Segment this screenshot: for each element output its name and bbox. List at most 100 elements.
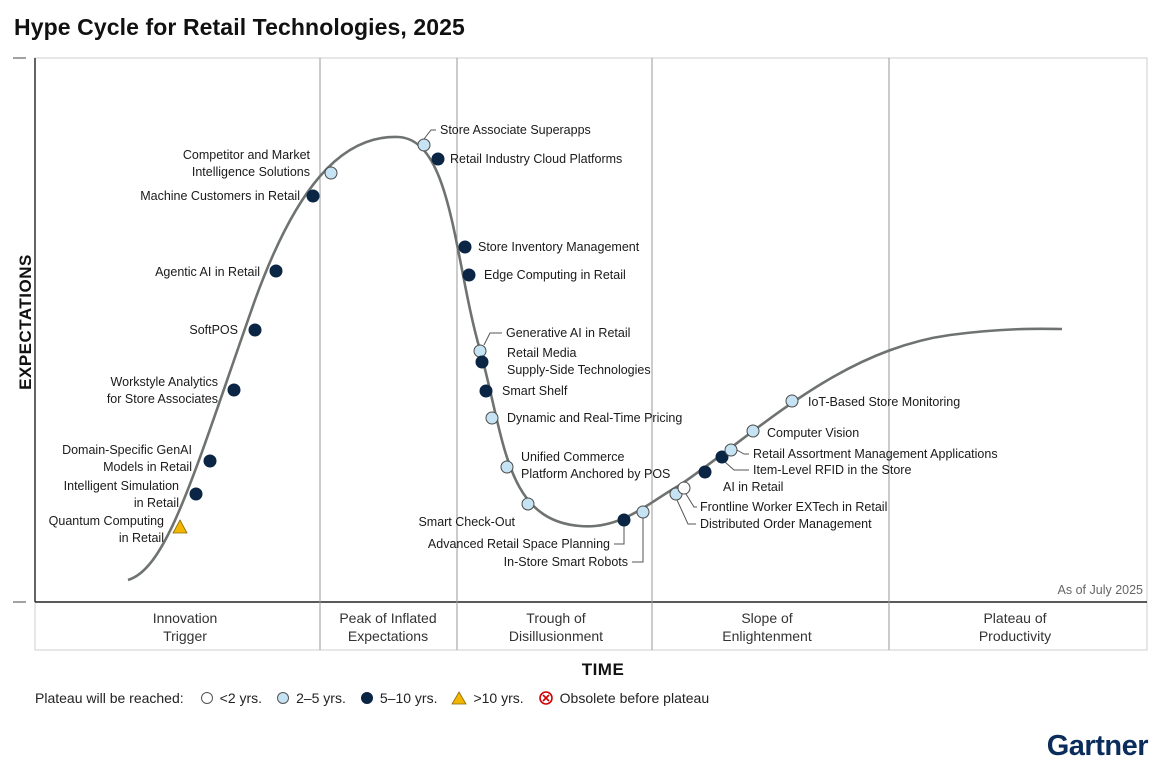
legend: Plateau will be reached: <2 yrs. 2–5 yrs…	[35, 690, 709, 706]
label-agentic-ai-in-retail: Agentic AI in Retail	[155, 265, 260, 279]
label-workstyle-analytics-for-store-associates: Workstyle Analytics	[111, 375, 218, 389]
marker-competitor-and-market-intelligence-solutions	[324, 166, 338, 180]
label-computer-vision: Computer Vision	[767, 426, 859, 440]
marker-unified-commerce-platform-anchored-by-pos	[500, 460, 514, 474]
legend-marker-5to10	[360, 692, 373, 704]
label-iot-based-store-monitoring: IoT-Based Store Monitoring	[808, 395, 960, 409]
label-unified-commerce-platform-anchored-by-pos: Unified Commerce	[521, 450, 625, 464]
marker-softpos	[248, 323, 262, 337]
marker-retail-media-supply-side-technologies	[475, 355, 489, 369]
legend-item-lt2: <2 yrs.	[200, 690, 262, 706]
marker-edge-computing-in-retail	[462, 268, 476, 282]
label-quantum-computing-in-retail: in Retail	[119, 531, 164, 545]
marker-generative-ai-in-retail	[473, 344, 487, 358]
label-smart-check-out: Smart Check-Out	[418, 515, 515, 529]
chart-title: Hype Cycle for Retail Technologies, 2025	[14, 14, 465, 40]
label-store-inventory-management: Store Inventory Management	[478, 240, 640, 254]
marker-store-inventory-management	[458, 240, 472, 254]
label-retail-industry-cloud-platforms: Retail Industry Cloud Platforms	[450, 152, 622, 166]
marker-advanced-retail-space-planning	[617, 513, 631, 527]
leader-line-generative-ai-in-retail	[483, 332, 502, 346]
phase-label: Trough of	[526, 610, 586, 626]
phase-label: Trigger	[163, 628, 207, 644]
marker-iot-based-store-monitoring	[785, 394, 799, 408]
label-intelligent-simulation-in-retail: in Retail	[134, 496, 179, 510]
hype-curve	[127, 135, 1063, 582]
x-axis-title: TIME	[582, 660, 625, 679]
legend-label-2to5: 2–5 yrs.	[296, 690, 346, 706]
legend-label-5to10: 5–10 yrs.	[379, 690, 438, 706]
phase-label: Peak of Inflated	[339, 610, 436, 626]
marker-retail-assortment-management-applications	[724, 443, 738, 457]
label-unified-commerce-platform-anchored-by-pos: Platform Anchored by POS	[521, 467, 670, 481]
marker-computer-vision	[746, 424, 760, 438]
label-smart-shelf: Smart Shelf	[502, 384, 568, 398]
legend-label-gt10: >10 yrs.	[473, 690, 524, 706]
legend-marker-2to5	[277, 692, 290, 704]
label-competitor-and-market-intelligence-solutions: Competitor and Market	[183, 148, 311, 162]
legend-title: Plateau will be reached:	[35, 690, 184, 706]
label-distributed-order-management: Distributed Order Management	[700, 517, 872, 531]
phase-label: Disillusionment	[509, 628, 603, 644]
legend-label-obsolete: Obsolete before plateau	[559, 690, 710, 706]
as-of-note: As of July 2025	[1058, 583, 1144, 597]
phase-label: Expectations	[348, 628, 428, 644]
marker-machine-customers-in-retail	[306, 189, 320, 203]
marker-dynamic-and-real-time-pricing	[485, 411, 499, 425]
label-retail-assortment-management-applications: Retail Assortment Management Application…	[753, 447, 998, 461]
phase-label: Plateau of	[983, 610, 1046, 626]
label-in-store-smart-robots: In-Store Smart Robots	[504, 555, 628, 569]
label-machine-customers-in-retail: Machine Customers in Retail	[140, 189, 300, 203]
legend-marker-obsolete	[538, 691, 553, 705]
leader-line-in-store-smart-robots	[632, 518, 644, 563]
label-item-level-rfid-in-the-store: Item-Level RFID in the Store	[753, 463, 911, 477]
legend-item-gt10: >10 yrs.	[451, 690, 524, 706]
label-domain-specific-genai-models-in-retail: Domain-Specific GenAI	[62, 443, 192, 457]
marker-domain-specific-genai-models-in-retail	[203, 454, 217, 468]
label-ai-in-retail: AI in Retail	[723, 480, 783, 494]
marker-retail-industry-cloud-platforms	[431, 152, 445, 166]
marker-smart-check-out	[521, 497, 535, 511]
marker-ai-in-retail	[698, 465, 712, 479]
marker-quantum-computing-in-retail	[172, 519, 188, 534]
marker-intelligent-simulation-in-retail	[189, 487, 203, 501]
label-advanced-retail-space-planning: Advanced Retail Space Planning	[428, 537, 610, 551]
label-retail-media-supply-side-technologies: Supply-Side Technologies	[507, 363, 651, 377]
leader-line-advanced-retail-space-planning	[614, 526, 625, 545]
legend-marker-gt10	[451, 691, 468, 705]
phase-label: Productivity	[979, 628, 1051, 644]
marker-workstyle-analytics-for-store-associates	[227, 383, 241, 397]
leader-line-item-level-rfid-in-the-store	[724, 461, 749, 471]
legend-item-2to5: 2–5 yrs.	[276, 690, 346, 706]
marker-item-level-rfid-in-the-store	[715, 450, 729, 464]
leader-line-distributed-order-management	[676, 499, 696, 525]
phase-label: Enlightenment	[722, 628, 812, 644]
label-softpos: SoftPOS	[189, 323, 238, 337]
leader-line-store-associate-superapps	[423, 129, 436, 140]
marker-agentic-ai-in-retail	[269, 264, 283, 278]
legend-label-lt2: <2 yrs.	[219, 690, 263, 706]
label-competitor-and-market-intelligence-solutions: Intelligence Solutions	[192, 165, 310, 179]
label-quantum-computing-in-retail: Quantum Computing	[49, 514, 164, 528]
label-retail-media-supply-side-technologies: Retail Media	[507, 346, 577, 360]
leader-line-frontline-worker-extech-in-retail	[685, 493, 697, 508]
label-dynamic-and-real-time-pricing: Dynamic and Real-Time Pricing	[507, 411, 682, 425]
marker-store-associate-superapps	[417, 138, 431, 152]
label-frontline-worker-extech-in-retail: Frontline Worker EXTech in Retail	[700, 500, 887, 514]
legend-item-obsolete: Obsolete before plateau	[538, 690, 709, 706]
label-domain-specific-genai-models-in-retail: Models in Retail	[103, 460, 192, 474]
label-edge-computing-in-retail: Edge Computing in Retail	[484, 268, 626, 282]
marker-smart-shelf	[479, 384, 493, 398]
leader-line-retail-assortment-management-applications	[736, 449, 749, 455]
label-generative-ai-in-retail: Generative AI in Retail	[506, 326, 630, 340]
label-workstyle-analytics-for-store-associates: for Store Associates	[107, 392, 218, 406]
y-axis-title: EXPECTATIONS	[16, 254, 35, 390]
gartner-logo: Gartner	[1046, 730, 1149, 762]
marker-frontline-worker-extech-in-retail	[677, 481, 691, 495]
marker-in-store-smart-robots	[636, 505, 650, 519]
label-intelligent-simulation-in-retail: Intelligent Simulation	[64, 479, 179, 493]
label-store-associate-superapps: Store Associate Superapps	[440, 123, 591, 137]
legend-item-5to10: 5–10 yrs.	[360, 690, 438, 706]
legend-marker-lt2	[200, 692, 213, 704]
